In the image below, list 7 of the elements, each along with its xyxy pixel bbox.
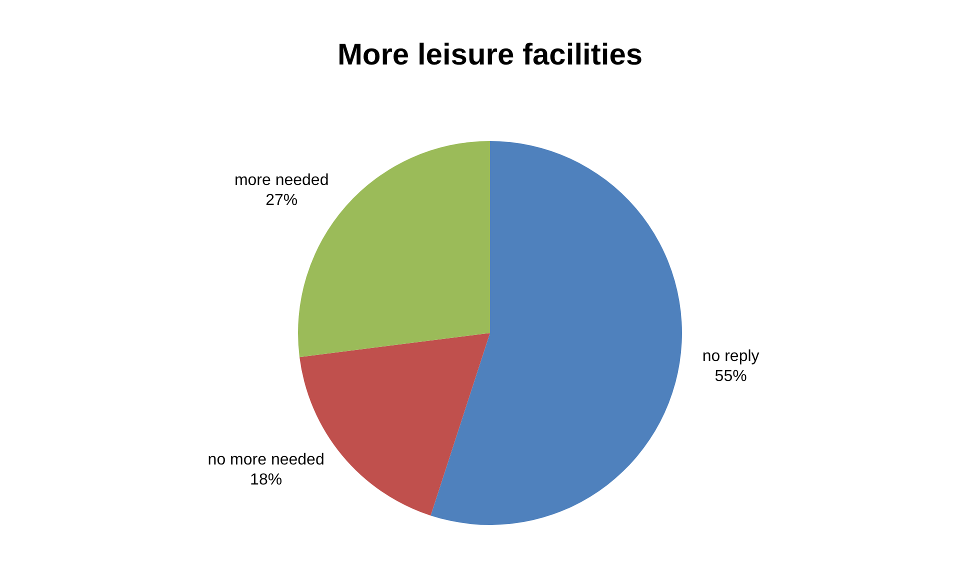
data-label: 55% xyxy=(714,368,747,386)
slice-label: no reply xyxy=(702,348,760,366)
data-label: 18% xyxy=(250,471,282,488)
chart-title: More leisure facilities xyxy=(337,38,643,72)
data-label: 27% xyxy=(266,192,298,210)
slice-label: no more needed xyxy=(208,451,324,468)
slice-label: more needed xyxy=(234,172,329,190)
